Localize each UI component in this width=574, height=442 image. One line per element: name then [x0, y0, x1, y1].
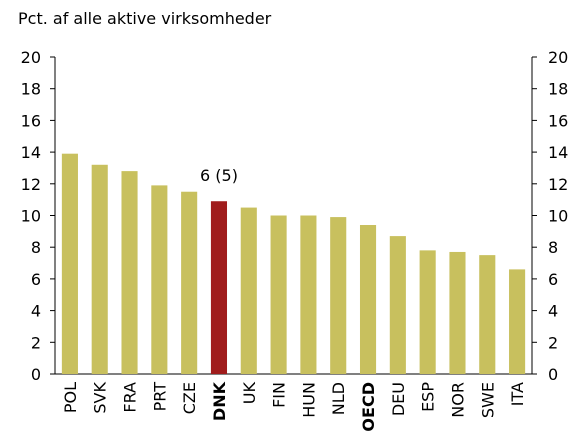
bar	[479, 255, 496, 374]
x-tick-label: UK	[240, 381, 259, 404]
y2-tick-label: 10	[548, 207, 568, 226]
x-tick-label: FRA	[121, 382, 140, 413]
x-tick-label: DEU	[389, 382, 408, 416]
bar	[359, 225, 377, 374]
x-tick-label: HUN	[299, 382, 318, 418]
bar	[389, 236, 406, 374]
x-tick-label: PRT	[150, 382, 169, 412]
bar	[210, 201, 228, 374]
x-tick-label: OECD	[359, 382, 378, 432]
bar	[330, 217, 347, 374]
y2-tick-label: 8	[548, 238, 558, 257]
x-tick-label: ITA	[508, 382, 527, 406]
y2-tick-label: 6	[548, 270, 558, 289]
y2-tick-label: 18	[548, 80, 568, 99]
y-tick-label: 18	[21, 80, 41, 99]
x-tick-label: ESP	[419, 382, 438, 412]
y-tick-label: 2	[31, 333, 41, 352]
y2-tick-label: 4	[548, 302, 558, 321]
y2-tick-label: 14	[548, 143, 568, 162]
bar	[270, 215, 287, 374]
y-tick-label: 20	[21, 48, 41, 67]
y-tick-label: 0	[31, 365, 41, 384]
y-tick-label: 14	[21, 143, 41, 162]
x-tick-label: CZE	[180, 382, 199, 414]
y2-tick-label: 12	[548, 175, 568, 194]
bar	[151, 185, 168, 374]
x-tick-label: FIN	[270, 382, 289, 408]
bar	[509, 269, 526, 374]
y-tick-label: 8	[31, 238, 41, 257]
y2-tick-label: 0	[548, 365, 558, 384]
y-tick-label: 10	[21, 207, 41, 226]
x-tick-label: DNK	[210, 381, 229, 421]
y-tick-label: 4	[31, 302, 41, 321]
bar	[449, 251, 466, 374]
x-tick-label: SWE	[478, 382, 497, 418]
y-tick-label: 12	[21, 175, 41, 194]
bar	[300, 215, 317, 374]
y2-tick-label: 16	[548, 111, 568, 130]
bar	[181, 191, 198, 374]
y-tick-label: 6	[31, 270, 41, 289]
bar	[91, 164, 108, 374]
x-tick-label: POL	[61, 382, 80, 413]
x-tick-label: NOR	[448, 382, 467, 418]
bar	[419, 250, 436, 374]
y2-tick-label: 2	[548, 333, 558, 352]
y2-tick-label: 20	[548, 48, 568, 67]
y-tick-label: 16	[21, 111, 41, 130]
annotation: 6 (5)	[200, 166, 238, 185]
x-tick-label: NLD	[329, 382, 348, 415]
y-axis-label: Pct. af alle aktive virksomheder	[18, 9, 272, 28]
bar	[240, 207, 257, 374]
bar	[61, 153, 78, 374]
x-tick-label: SVK	[91, 381, 110, 413]
bar	[121, 171, 138, 374]
